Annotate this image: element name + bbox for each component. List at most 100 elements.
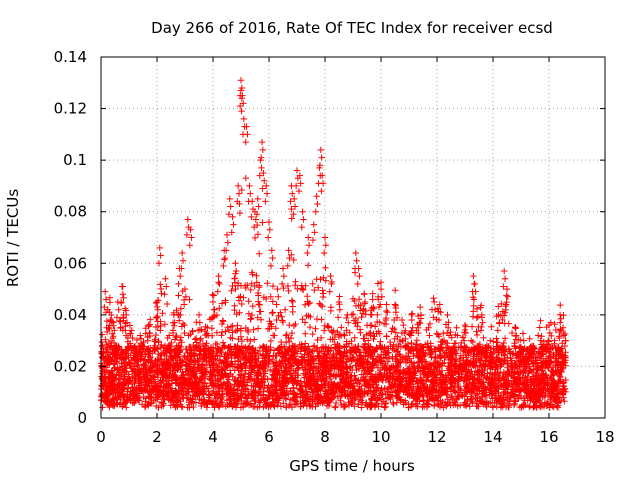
data-point [337,393,345,400]
data-point [352,315,360,322]
data-point [364,382,372,389]
data-point [229,282,236,290]
data-point [519,380,526,388]
data-point [182,345,190,353]
data-point [254,325,262,332]
data-point [161,351,169,359]
data-point [167,343,175,350]
data-point [301,374,308,381]
data-point [170,348,178,355]
data-point [475,323,482,331]
data-point [557,373,564,381]
data-point [414,378,421,385]
data-point [173,374,181,381]
data-point [504,373,512,380]
data-point [392,380,399,387]
data-point [542,365,549,372]
data-point [146,348,154,355]
data-point [280,362,287,370]
data-point [515,387,522,394]
data-point [251,403,259,410]
data-point [327,336,334,343]
data-point [258,365,266,372]
data-point [440,404,447,411]
data-point [362,346,369,353]
data-point [186,396,194,403]
data-point [251,234,259,242]
data-point [284,282,292,290]
data-point [251,336,258,343]
data-point [396,381,403,389]
data-point [363,331,370,338]
data-point [272,352,279,360]
data-point [427,342,434,350]
data-point [377,279,385,286]
data-point [401,397,409,404]
data-point [479,390,486,398]
data-point [265,357,272,364]
data-point [250,326,257,333]
data-point [515,344,523,351]
data-point [422,358,430,366]
data-point [348,377,355,384]
data-point [343,343,350,350]
data-point [433,386,441,394]
data-point [120,294,127,301]
data-point [505,368,512,375]
data-point [355,296,363,303]
data-point [317,301,324,309]
data-point [190,358,198,366]
data-point [353,349,360,356]
data-point [408,339,415,347]
data-point [177,343,185,351]
data-point [199,340,207,348]
data-point [348,358,355,365]
data-point [103,328,111,336]
data-point [293,399,301,407]
data-point [358,397,365,404]
data-point [274,370,281,378]
data-point [182,356,190,364]
data-point [218,300,226,307]
data-point [559,380,567,387]
data-point [410,352,417,360]
data-point [558,345,565,352]
data-point [232,285,239,293]
data-point [251,350,258,357]
data-point [328,355,336,363]
data-point [146,393,153,400]
data-point [520,360,528,368]
data-point [260,351,267,358]
data-point [156,355,164,363]
data-point [213,311,221,319]
data-point [278,367,285,374]
data-point [246,349,253,356]
data-point [533,366,540,373]
data-point [348,344,356,351]
data-point [391,325,398,333]
data-point [254,392,262,399]
data-point [282,349,290,356]
data-point [299,316,306,323]
data-point [267,337,275,345]
data-point [539,359,547,366]
data-point [461,402,469,409]
data-point [467,372,474,380]
data-point [419,358,427,365]
data-point [191,351,198,359]
data-point [517,359,525,366]
data-point [142,379,149,387]
data-point [343,314,350,322]
data-point [305,343,312,350]
data-point [175,317,183,324]
data-point [144,388,152,396]
data-point [190,341,197,349]
data-point [325,395,332,402]
data-point [251,282,258,290]
data-point [103,349,111,356]
data-point [507,355,514,362]
data-point [197,348,204,355]
data-point [216,381,224,388]
data-point [196,336,204,344]
